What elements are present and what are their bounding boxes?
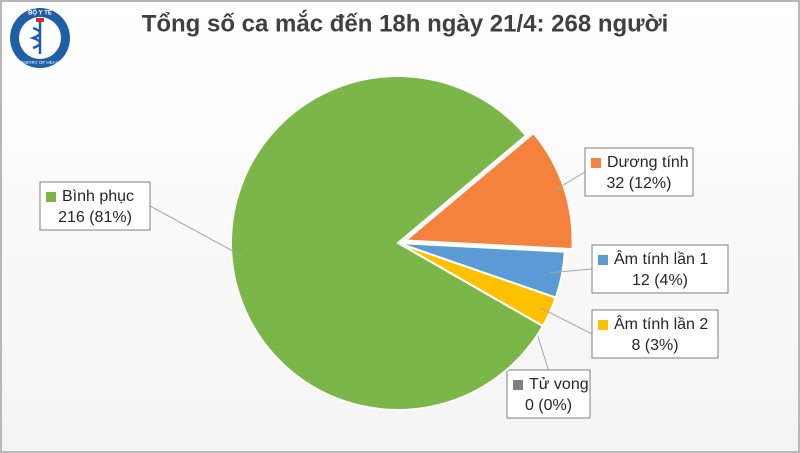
- data-label: Bình phục 216 (81%): [39, 181, 151, 231]
- data-label: Tử vong 0 (0%): [506, 369, 591, 419]
- category-label: Âm tính lần 2: [614, 314, 708, 333]
- category-label: Tử vong: [529, 376, 589, 393]
- value-label: 12 (4%): [632, 272, 688, 289]
- data-label: Âm tính lần 2 8 (3%): [591, 309, 719, 359]
- logo-bottom: MINISTRY OF HEALTH: [16, 60, 64, 65]
- label-box: [39, 181, 151, 231]
- logo-cross: [36, 18, 44, 22]
- label-box: [506, 369, 591, 419]
- pie-slice: [230, 75, 545, 411]
- category-label: Âm tính lần 1: [614, 249, 708, 268]
- legend-key: [46, 192, 56, 202]
- value-label: 32 (12%): [607, 175, 672, 192]
- leader-line: [552, 171, 586, 192]
- logo: BỘ Y TẾ MINISTRY OF HEALTH: [10, 8, 70, 68]
- legend-key: [513, 380, 523, 390]
- chart-title: Tổng số ca mắc đến 18h ngày 21/4: 268 ng…: [142, 9, 669, 37]
- category-label: Dương tính: [607, 154, 689, 171]
- label-box: [591, 244, 729, 294]
- value-label: 216 (81%): [58, 209, 132, 226]
- category-label: Bình phục: [62, 188, 134, 205]
- data-label: Âm tính lần 1 12 (4%): [591, 244, 729, 294]
- leader-line: [539, 306, 593, 335]
- value-label: 8 (3%): [631, 337, 678, 354]
- legend-key: [598, 320, 608, 330]
- leader-line: [149, 205, 244, 258]
- logo-emblem: [29, 22, 42, 54]
- label-box: [591, 309, 719, 359]
- leader-line: [550, 268, 593, 274]
- logo-top: BỘ Y TẾ: [28, 9, 52, 17]
- pie-slice: [402, 131, 574, 251]
- legend-key: [591, 158, 601, 168]
- legend-key: [598, 255, 608, 265]
- data-label: Dương tính 32 (12%): [584, 147, 694, 197]
- label-box: [584, 147, 694, 197]
- value-label: 0 (0%): [525, 397, 572, 414]
